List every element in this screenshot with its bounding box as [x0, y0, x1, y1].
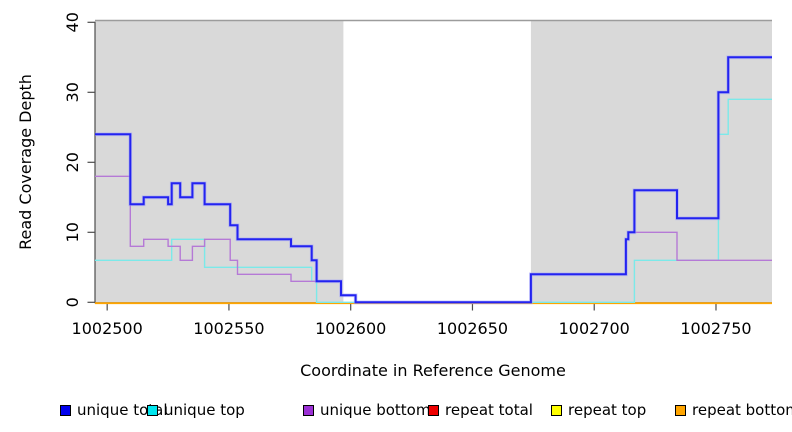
y-tick-label: 40	[63, 12, 82, 32]
shaded-regions	[95, 21, 772, 303]
y-axis-label: Read Coverage Depth	[16, 74, 35, 250]
y-axis: 0 10 20 30 40	[63, 12, 96, 307]
x-axis-label: Coordinate in Reference Genome	[300, 361, 566, 380]
y-tick-label: 30	[63, 82, 82, 102]
y-tick-label: 0	[63, 297, 82, 307]
series-lines	[95, 55, 772, 305]
shaded-region-1	[530, 21, 772, 303]
y-tick-label: 10	[63, 222, 82, 242]
x-tick-label: 1002500	[72, 319, 143, 338]
series-line-unique-top	[95, 98, 772, 303]
y-ticks: 0 10 20 30 40	[63, 12, 95, 307]
x-tick-label: 1002550	[193, 319, 264, 338]
x-tick-label: 1002650	[437, 319, 508, 338]
x-ticks: 1002500 1002550 1002600 1002650 1002700 10027…	[72, 302, 752, 338]
y-tick-label: 20	[63, 152, 82, 172]
x-tick-label: 1002700	[559, 319, 630, 338]
x-tick-label: 1002600	[315, 319, 386, 338]
shaded-region-0	[95, 21, 344, 303]
x-tick-label: 1002750	[680, 319, 751, 338]
series-line-unique-total	[95, 56, 772, 304]
x-axis: 1002500 1002550 1002600 1002650 1002700 10027…	[72, 302, 772, 338]
